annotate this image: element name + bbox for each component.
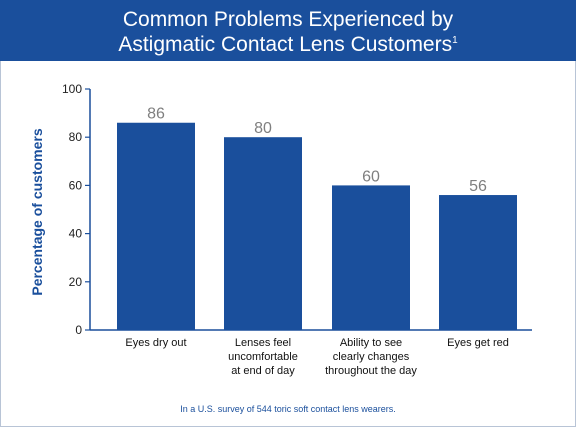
chart-title-line-1: Common Problems Experienced by bbox=[122, 8, 454, 31]
x-tick-label-1: Lenses feel uncomfortable at end of day bbox=[208, 336, 318, 378]
bar-2 bbox=[332, 185, 410, 330]
footnote: In a U.S. survey of 544 toric soft conta… bbox=[180, 404, 396, 414]
bar-0 bbox=[117, 122, 195, 331]
x-tick-label-1-line-1: uncomfortable bbox=[228, 351, 298, 363]
x-tick-label-2-line-2: throughout the day bbox=[325, 365, 417, 377]
x-tick-label-2-line-0: Ability to see bbox=[339, 337, 403, 349]
chart-title-line-2-text: Astigmatic Contact Lens Customers bbox=[118, 33, 453, 56]
title-footnote-mark: 1 bbox=[452, 35, 458, 46]
x-tick-label-2: Ability to see clearly changes throughout … bbox=[316, 336, 426, 378]
x-tick-label-3: Eyes get red bbox=[423, 336, 533, 350]
chart-title: Common Problems Experienced by Astigmati… bbox=[0, 0, 576, 61]
y-tick-label-4: 80 bbox=[69, 130, 83, 144]
bar-3 bbox=[439, 195, 517, 330]
bar-1 bbox=[224, 137, 302, 330]
y-tick-label-3: 60 bbox=[69, 178, 83, 192]
bar-value-label-3: 56 bbox=[469, 178, 487, 195]
chart-title-line-2: Astigmatic Contact Lens Customers1 bbox=[0, 32, 576, 57]
x-tick-label-3-line-0: Eyes get red bbox=[447, 337, 509, 349]
x-tick-label-2-line-1: clearly changes bbox=[332, 351, 410, 363]
y-tick-label-0: 0 bbox=[75, 323, 82, 337]
x-tick-label-0-line-0: Eyes dry out bbox=[125, 337, 187, 349]
x-tick-label-0: Eyes dry out bbox=[101, 336, 211, 350]
x-tick-label-1-line-0: Lenses feel bbox=[234, 337, 292, 349]
x-tick-label-1-line-2: at end of day bbox=[231, 365, 295, 377]
bar-value-label-1: 80 bbox=[254, 120, 272, 137]
y-tick-label-1: 20 bbox=[69, 275, 83, 289]
bar-value-label-0: 86 bbox=[147, 106, 165, 123]
y-tick-label-5: 100 bbox=[62, 82, 82, 96]
bar-value-label-2: 60 bbox=[362, 168, 380, 185]
y-axis-label: Percentage of customers bbox=[29, 128, 45, 296]
y-tick-label-2: 40 bbox=[69, 227, 83, 241]
